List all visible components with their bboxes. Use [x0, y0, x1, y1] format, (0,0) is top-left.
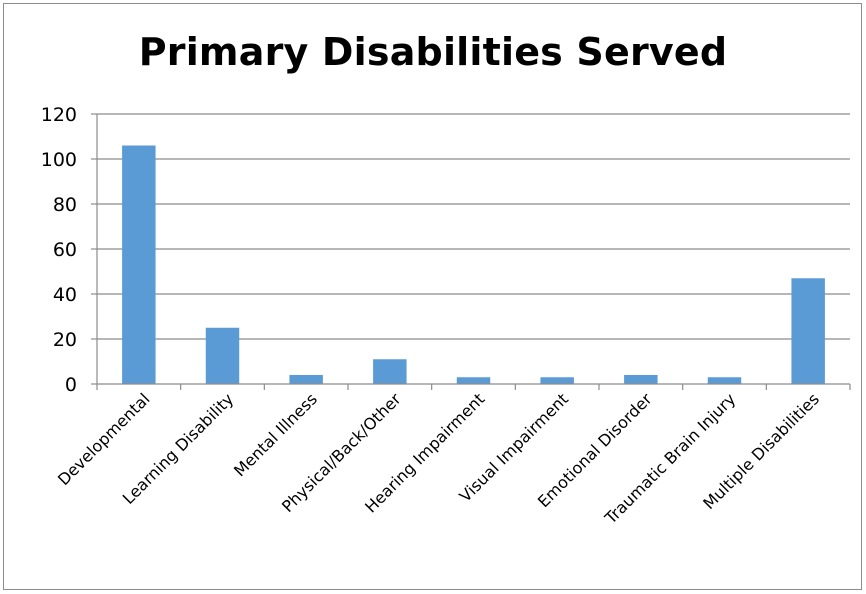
- y-tick-label: 120: [41, 104, 77, 126]
- bar: [624, 375, 658, 384]
- bar: [707, 377, 742, 384]
- bar: [205, 327, 240, 384]
- bar: [456, 377, 491, 384]
- y-tick-label: 80: [53, 194, 77, 216]
- x-axis: [91, 113, 851, 390]
- y-tick-label: 0: [65, 374, 77, 396]
- y-tick-label: 20: [53, 329, 77, 351]
- gridlines: [97, 113, 850, 340]
- bar: [373, 359, 407, 384]
- bars: [122, 145, 825, 384]
- y-tick-label: 40: [53, 284, 77, 306]
- y-tick-label: 100: [41, 149, 77, 171]
- y-axis-ticks: 0 20 40 60 80 100 120: [41, 104, 77, 396]
- bar: [540, 377, 574, 384]
- chart-title: Primary Disabilities Served: [138, 30, 728, 74]
- x-category-label: Mental Illness: [230, 389, 321, 480]
- y-tick-label: 60: [53, 239, 77, 261]
- bar: [289, 375, 323, 384]
- bar: [122, 145, 156, 384]
- bar: [791, 278, 825, 384]
